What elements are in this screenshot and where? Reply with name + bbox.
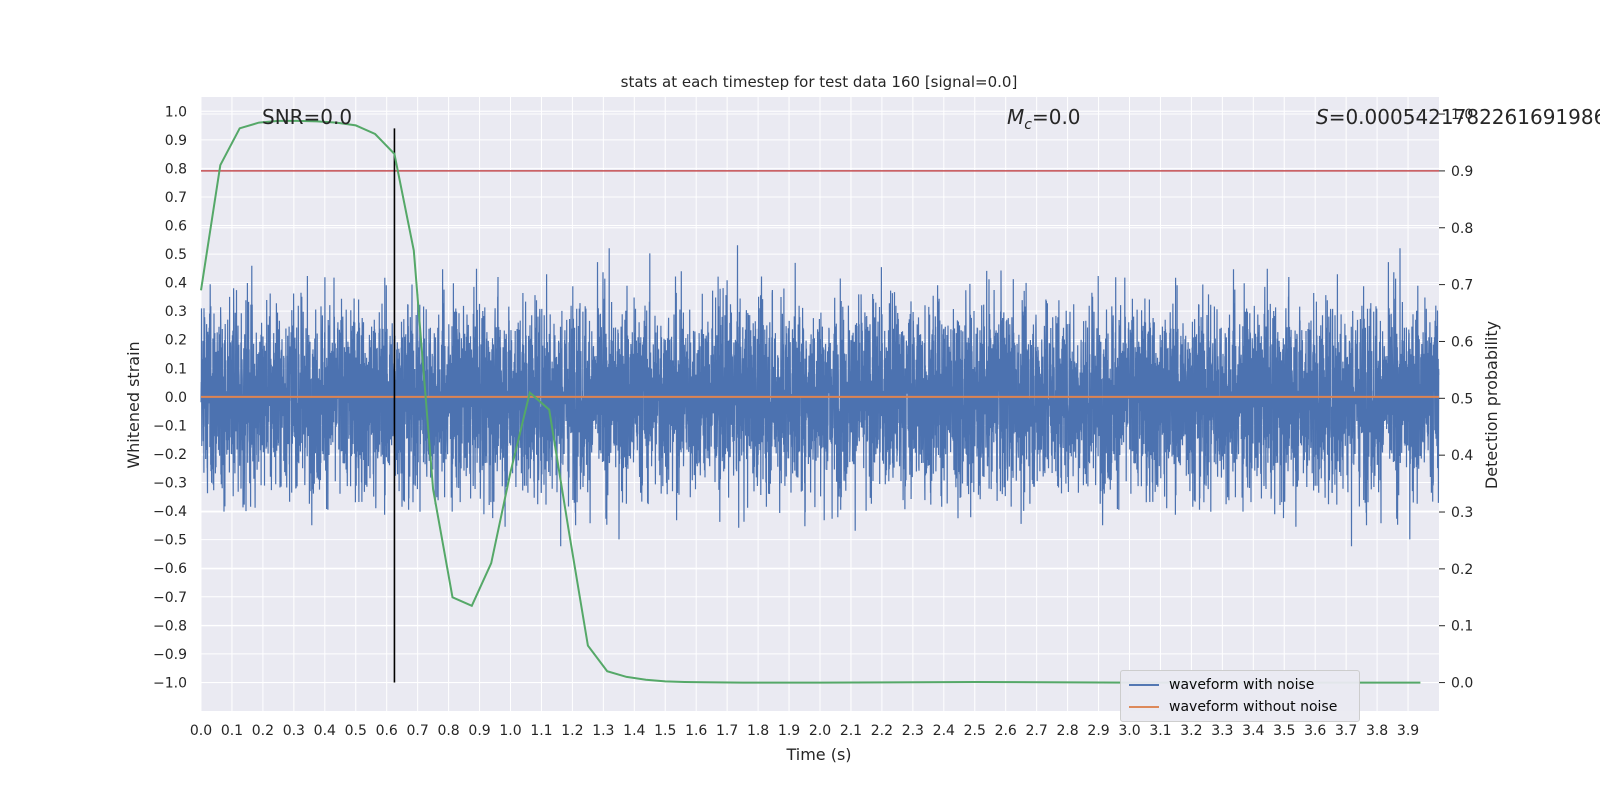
y-tick-label: 0.5 (165, 247, 187, 263)
y-tick-label: 0.2 (165, 333, 187, 349)
noise-line (200, 245, 1440, 547)
x-tick-label: 1.8 (747, 723, 769, 739)
x-tick-label: 3.2 (1180, 723, 1202, 739)
y2-tick-label: 0.1 (1451, 619, 1473, 635)
x-tick-label: 1.1 (530, 723, 552, 739)
mc-value: =0.0 (1032, 105, 1081, 129)
y-tick-label: −0.9 (153, 647, 187, 663)
y-tick-label: −0.4 (153, 504, 187, 520)
y2-tick-label: 0.6 (1451, 334, 1473, 350)
y2-tick-label: 0.9 (1451, 164, 1473, 180)
legend-swatch (1129, 706, 1159, 708)
x-tick-label: 2.5 (964, 723, 986, 739)
x-tick-label: 0.9 (468, 723, 490, 739)
y2-tick-label: 0.2 (1451, 562, 1473, 578)
y-tick-label: 0.3 (165, 304, 187, 320)
y2-tick-label: 0.7 (1451, 278, 1473, 294)
x-tick-label: 2.0 (809, 723, 831, 739)
x-tick-label: 1.9 (778, 723, 800, 739)
x-tick-label: 0.7 (407, 723, 429, 739)
mc-subscript: c (1024, 117, 1032, 133)
x-tick-label: 3.7 (1335, 723, 1357, 739)
x-tick-label: 2.1 (840, 723, 862, 739)
mc-symbol: M (1007, 105, 1024, 129)
x-tick-label: 1.3 (592, 723, 614, 739)
x-tick-label: 3.6 (1304, 723, 1326, 739)
chart-title: stats at each timestep for test data 160… (621, 73, 1018, 91)
x-tick-label: 1.2 (561, 723, 583, 739)
x-tick-label: 0.6 (376, 723, 398, 739)
y2-tick-label: 0.8 (1451, 221, 1473, 237)
legend-label: waveform without noise (1169, 699, 1338, 715)
legend-swatch (1129, 684, 1159, 686)
snr-annotation: SNR=0.0 (262, 105, 352, 129)
y-tick-label: 0.6 (165, 219, 187, 235)
y-tick-label: −0.5 (153, 533, 187, 549)
y2-tick-label: 0.4 (1451, 448, 1473, 464)
x-tick-label: 2.3 (902, 723, 924, 739)
y-tick-label: −0.6 (153, 561, 187, 577)
s-symbol: S (1316, 105, 1329, 129)
x-tick-label: 0.4 (314, 723, 336, 739)
x-tick-label: 3.8 (1366, 723, 1388, 739)
x-tick-label: 3.1 (1149, 723, 1171, 739)
x-tick-label: 3.0 (1118, 723, 1140, 739)
x-tick-label: 1.5 (654, 723, 676, 739)
y-tick-label: −1.0 (153, 675, 187, 691)
legend-item-without-noise: waveform without noise (1129, 697, 1337, 717)
y-axis-label: Whitened strain (124, 341, 143, 468)
y-tick-label: 1.0 (165, 104, 187, 120)
y2-axis-label: Detection probability (1482, 321, 1501, 489)
y-tick-label: 0.8 (165, 161, 187, 177)
x-tick-label: 0.1 (221, 723, 243, 739)
y2-tick-label: 0.3 (1451, 505, 1473, 521)
x-tick-label: 3.5 (1273, 723, 1295, 739)
x-tick-label: 0.3 (283, 723, 305, 739)
x-tick-label: 1.0 (499, 723, 521, 739)
x-tick-label: 1.6 (685, 723, 707, 739)
chart-marks (200, 119, 1439, 684)
x-tick-label: 2.6 (995, 723, 1017, 739)
s-annotation: S=0.0005421782261691986 (1316, 105, 1600, 129)
y-tick-label: −0.3 (153, 476, 187, 492)
x-tick-label: 1.7 (716, 723, 738, 739)
y-tick-label: −0.2 (153, 447, 187, 463)
x-tick-label: 1.4 (623, 723, 645, 739)
series-waveform-with-noise (200, 245, 1440, 547)
x-tick-label: 2.8 (1056, 723, 1078, 739)
legend-item-with-noise: waveform with noise (1129, 675, 1314, 695)
x-tick-label: 3.3 (1211, 723, 1233, 739)
y-tick-label: 0.9 (165, 133, 187, 149)
y-tick-label: −0.7 (153, 590, 187, 606)
x-tick-label: 0.0 (190, 723, 212, 739)
x-tick-label: 3.4 (1242, 723, 1264, 739)
tick-labels: 0.0 0.1 0.2 0.3 0.4 0.5 0.6 0.7 0.8 0.9 1.0 1.1 1.2 1… (153, 104, 1473, 739)
y2-tick-label: 0.0 (1451, 676, 1473, 692)
x-tick-label: 2.9 (1087, 723, 1109, 739)
x-tick-label: 3.9 (1397, 723, 1419, 739)
x-tick-label: 2.2 (871, 723, 893, 739)
mc-annotation: Mc=0.0 (1007, 105, 1081, 133)
x-tick-label: 0.5 (345, 723, 367, 739)
y2-tick-label: 1.0 (1451, 107, 1473, 123)
x-tick-label: 2.7 (1026, 723, 1048, 739)
y-tick-label: 0.1 (165, 361, 187, 377)
y-tick-label: 0.0 (165, 390, 187, 406)
x-tick-label: 0.8 (437, 723, 459, 739)
x-axis-label: Time (s) (785, 745, 851, 764)
y-tick-label: 0.4 (165, 276, 187, 292)
s-value: =0.0005421782261691986 (1329, 105, 1600, 129)
y-tick-label: −0.8 (153, 618, 187, 634)
y2-tick-label: 0.5 (1451, 391, 1473, 407)
legend-label: waveform with noise (1169, 677, 1315, 693)
y-tick-label: 0.7 (165, 190, 187, 206)
series-detection-probability (200, 119, 1421, 684)
x-tick-label: 0.2 (252, 723, 274, 739)
y-tick-label: −0.1 (153, 418, 187, 434)
legend: waveform with noise waveform without noi… (1120, 670, 1360, 722)
x-tick-label: 2.4 (933, 723, 955, 739)
